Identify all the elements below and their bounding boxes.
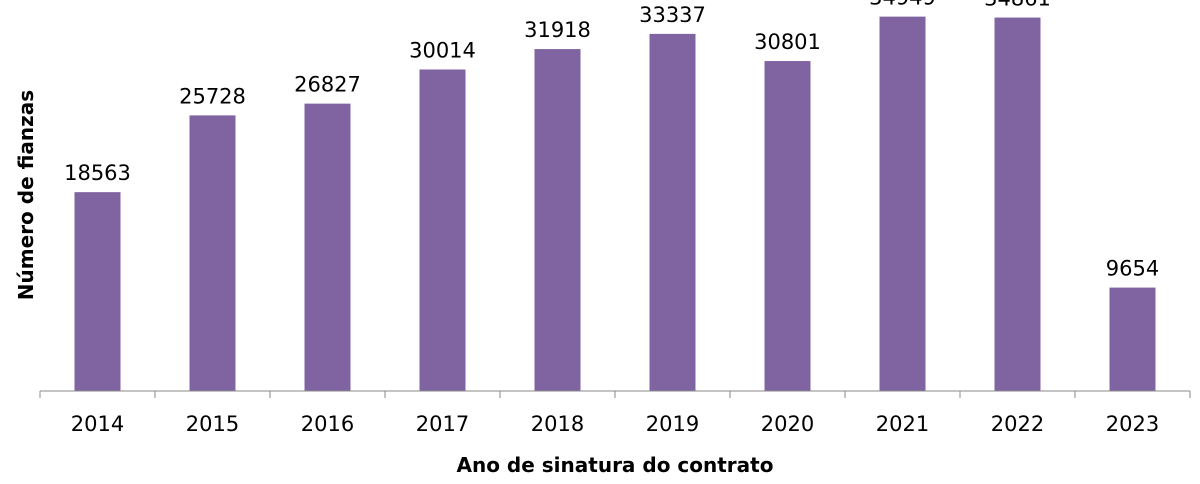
y-axis-title: Número de fianzas: [14, 90, 38, 300]
bar-2019: [649, 33, 696, 392]
data-label-2021: 34949: [869, 0, 936, 10]
bar-2020: [764, 61, 811, 391]
bar-2014: [74, 192, 121, 391]
x-tick-label-2022: 2022: [991, 412, 1044, 436]
data-label-2016: 26827: [294, 73, 361, 97]
bar-2018: [534, 49, 581, 391]
bar-2023: [1109, 287, 1156, 391]
x-tick-label-2017: 2017: [416, 412, 469, 436]
bars-layer: [74, 16, 1156, 392]
x-ticks-layer: 2014 2015 2016 2017 2018 2019 2020 2021 2022 2023: [39, 391, 1191, 436]
data-label-2022: 34861: [984, 0, 1051, 11]
data-label-2019: 33337: [639, 3, 706, 27]
bar-2021: [879, 16, 926, 392]
bar-2015: [189, 115, 236, 392]
data-labels-layer: 18563 25728 26827 30014 31918 33337 30801 34949…: [64, 0, 1159, 281]
x-tick-label-2015: 2015: [186, 412, 239, 436]
x-axis-title: Ano de sinatura do contrato: [457, 453, 774, 477]
bar-2017: [419, 69, 466, 391]
x-tick-label-2021: 2021: [876, 412, 929, 436]
data-label-2018: 31918: [524, 18, 591, 42]
bar-2022: [994, 17, 1041, 392]
x-tick-label-2016: 2016: [301, 412, 354, 436]
x-tick-label-2023: 2023: [1106, 412, 1159, 436]
x-tick-label-2019: 2019: [646, 412, 699, 436]
bar-2016: [304, 103, 351, 391]
data-label-2023: 9654: [1106, 257, 1159, 281]
data-label-2015: 25728: [179, 84, 246, 108]
x-tick-label-2018: 2018: [531, 412, 584, 436]
data-label-2020: 30801: [754, 30, 821, 54]
data-label-2014: 18563: [64, 161, 131, 185]
x-tick-label-2020: 2020: [761, 412, 814, 436]
data-label-2017: 30014: [409, 38, 476, 62]
x-tick-label-2014: 2014: [71, 412, 124, 436]
